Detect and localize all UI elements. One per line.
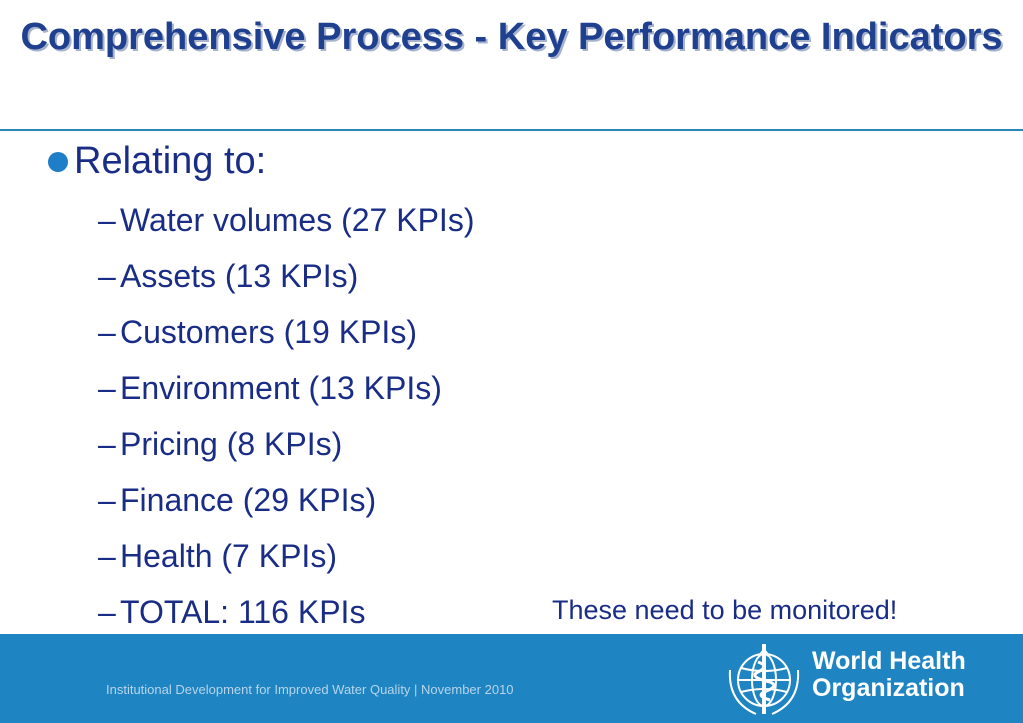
list-item-text: Environment (13 KPIs) bbox=[120, 370, 442, 406]
bullet-dot-icon bbox=[48, 152, 68, 172]
list-item-text: Finance (29 KPIs) bbox=[120, 482, 377, 518]
bullet-label: Relating to: bbox=[74, 140, 267, 182]
slide-title: Comprehensive Process - Key Performance … bbox=[20, 16, 1003, 58]
list-item-text: Health (7 KPIs) bbox=[120, 538, 337, 574]
who-emblem-icon bbox=[728, 644, 800, 715]
list-item: – Environment (13 KPIs) bbox=[98, 366, 442, 410]
dash-marker: – bbox=[98, 202, 116, 238]
dash-marker: – bbox=[98, 426, 116, 462]
list-item: – Assets (13 KPIs) bbox=[98, 254, 358, 298]
logo-line-1: World Health bbox=[812, 647, 966, 675]
dash-marker: – bbox=[98, 314, 116, 350]
footer-text: Institutional Development for Improved W… bbox=[106, 682, 514, 697]
list-item: – Health (7 KPIs) bbox=[98, 534, 337, 578]
list-item: – Finance (29 KPIs) bbox=[98, 478, 376, 522]
footer-band bbox=[0, 634, 1023, 723]
list-item-text: Customers (19 KPIs) bbox=[120, 314, 417, 350]
monitoring-note: These need to be monitored! bbox=[552, 595, 898, 625]
dash-marker: – bbox=[98, 538, 116, 574]
list-item-text: TOTAL: 116 KPIs bbox=[120, 594, 366, 630]
list-item-total: – TOTAL: 116 KPIs bbox=[98, 590, 365, 634]
list-item: – Water volumes (27 KPIs) bbox=[98, 198, 474, 242]
list-item-text: Assets (13 KPIs) bbox=[120, 258, 359, 294]
list-item-text: Water volumes (27 KPIs) bbox=[120, 202, 475, 238]
dash-marker: – bbox=[98, 594, 116, 630]
title-divider bbox=[0, 129, 1023, 131]
dash-marker: – bbox=[98, 370, 116, 406]
logo-wordmark: World Health Organization bbox=[812, 648, 1012, 702]
list-item-text: Pricing (8 KPIs) bbox=[120, 426, 343, 462]
list-item: – Customers (19 KPIs) bbox=[98, 310, 417, 354]
dash-marker: – bbox=[98, 258, 116, 294]
list-item: – Pricing (8 KPIs) bbox=[98, 422, 342, 466]
logo-line-2: Organization bbox=[812, 674, 965, 702]
dash-marker: – bbox=[98, 482, 116, 518]
